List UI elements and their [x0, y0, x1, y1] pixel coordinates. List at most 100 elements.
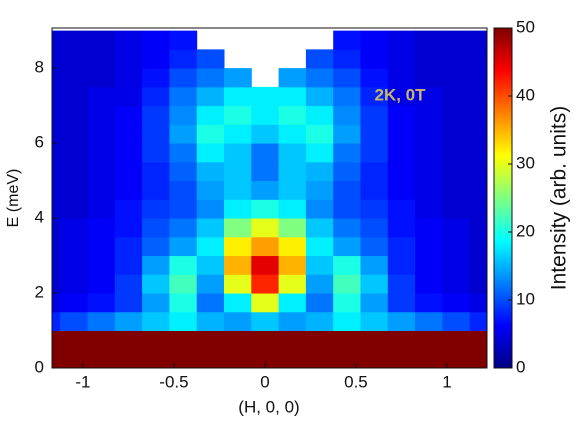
heatmap-cell: [87, 49, 116, 69]
heatmap-cell: [60, 161, 88, 182]
heatmap-cell: [87, 86, 116, 107]
annotation: 2K, 0T: [374, 85, 426, 104]
heatmap-cell: [333, 124, 362, 144]
heatmap-cell: [469, 86, 487, 107]
y-tick-label: 0: [35, 357, 44, 376]
heatmap-cell: [333, 236, 362, 257]
heatmap-cell: [223, 199, 252, 219]
heatmap-cell: [196, 105, 225, 125]
heatmap-cell: [333, 30, 362, 50]
heatmap-cell: [278, 349, 307, 368]
heatmap-cell: [196, 161, 225, 182]
heatmap-cell: [60, 330, 88, 350]
heatmap-cell: [60, 274, 88, 294]
heatmap-cell: [415, 124, 443, 144]
heatmap-cell: [114, 49, 143, 69]
heatmap-cell: [469, 255, 487, 275]
heatmap-cell: [469, 274, 487, 294]
heatmap-cell: [60, 124, 88, 144]
heatmap-cell: [251, 255, 280, 275]
heatmap-cell: [442, 180, 471, 200]
x-tick-label: 0.5: [344, 372, 368, 391]
heatmap-cell: [333, 293, 362, 313]
heatmap-cell: [169, 218, 198, 238]
heatmap-cell: [415, 68, 443, 88]
x-tick-label: 1: [442, 372, 451, 391]
heatmap-cell: [387, 143, 416, 163]
heatmap-cell: [114, 161, 143, 182]
heatmap-cell: [114, 30, 143, 50]
heatmap-cell: [305, 330, 334, 350]
heatmap-cell: [360, 255, 389, 275]
heatmap-cell: [415, 311, 443, 332]
heatmap-cell: [223, 105, 252, 125]
heatmap-cell: [360, 68, 389, 88]
heatmap-cell: [169, 293, 198, 313]
heatmap-cell: [87, 161, 116, 182]
heatmap-cell: [169, 86, 198, 107]
heatmap-cell: [169, 330, 198, 350]
heatmap-cell: [415, 143, 443, 163]
heatmap-cell: [469, 30, 487, 50]
heatmap-cell: [114, 255, 143, 275]
heatmap-cell: [360, 349, 389, 368]
heatmap-cell: [387, 293, 416, 313]
heatmap-cell: [387, 349, 416, 368]
heatmap-cell: [469, 180, 487, 200]
heatmap-cell: [415, 330, 443, 350]
heatmap-cell: [360, 236, 389, 257]
heatmap-cell: [52, 180, 61, 200]
heatmap-cell: [142, 86, 170, 107]
heatmap-cell: [169, 68, 198, 88]
heatmap-cell: [142, 105, 170, 125]
colorbar-tick-label: 40: [516, 85, 535, 104]
heatmap-cell: [278, 218, 307, 238]
heatmap-cell: [387, 124, 416, 144]
heatmap-cell: [114, 274, 143, 294]
heatmap-cell: [360, 30, 389, 50]
heatmap-cell: [251, 218, 280, 238]
heatmap-cell: [469, 68, 487, 88]
heatmap-cell: [305, 68, 334, 88]
heatmap-cell: [469, 161, 487, 182]
heatmap-cell: [278, 105, 307, 125]
heatmap-cell: [251, 199, 280, 219]
colorbar-tick-label: 30: [516, 153, 535, 172]
heatmap-cell: [278, 124, 307, 144]
heatmap-cell: [442, 30, 471, 50]
heatmap-cell: [415, 349, 443, 368]
heatmap-cell: [223, 349, 252, 368]
heatmap-cell: [469, 199, 487, 219]
heatmap-cell: [442, 143, 471, 163]
heatmap-cell: [251, 86, 280, 107]
heatmap-cell: [60, 30, 88, 50]
heatmap-cell: [87, 143, 116, 163]
heatmap-cell: [87, 124, 116, 144]
heatmap-cell: [114, 86, 143, 107]
heatmap-cell: [142, 311, 170, 332]
heatmap-cell: [223, 311, 252, 332]
heatmap-cell: [52, 349, 61, 368]
heatmap-cell: [114, 124, 143, 144]
heatmap-cell: [387, 180, 416, 200]
heatmap-cell: [387, 311, 416, 332]
heatmap: [52, 30, 487, 368]
heatmap-cell: [360, 180, 389, 200]
colorbar-tick-label: 50: [516, 17, 535, 36]
heatmap-cell: [442, 293, 471, 313]
heatmap-cell: [60, 199, 88, 219]
heatmap-cell: [469, 105, 487, 125]
heatmap-cell: [360, 86, 389, 107]
heatmap-cell: [60, 180, 88, 200]
heatmap-cell: [52, 124, 61, 144]
heatmap-cell: [196, 218, 225, 238]
heatmap-cell: [223, 218, 252, 238]
heatmap-cell: [278, 180, 307, 200]
heatmap-cell: [415, 293, 443, 313]
heatmap-cell: [305, 143, 334, 163]
heatmap-cell: [442, 124, 471, 144]
heatmap-cell: [87, 255, 116, 275]
heatmap-cell: [87, 68, 116, 88]
heatmap-cell: [251, 124, 280, 144]
heatmap-cell: [360, 143, 389, 163]
